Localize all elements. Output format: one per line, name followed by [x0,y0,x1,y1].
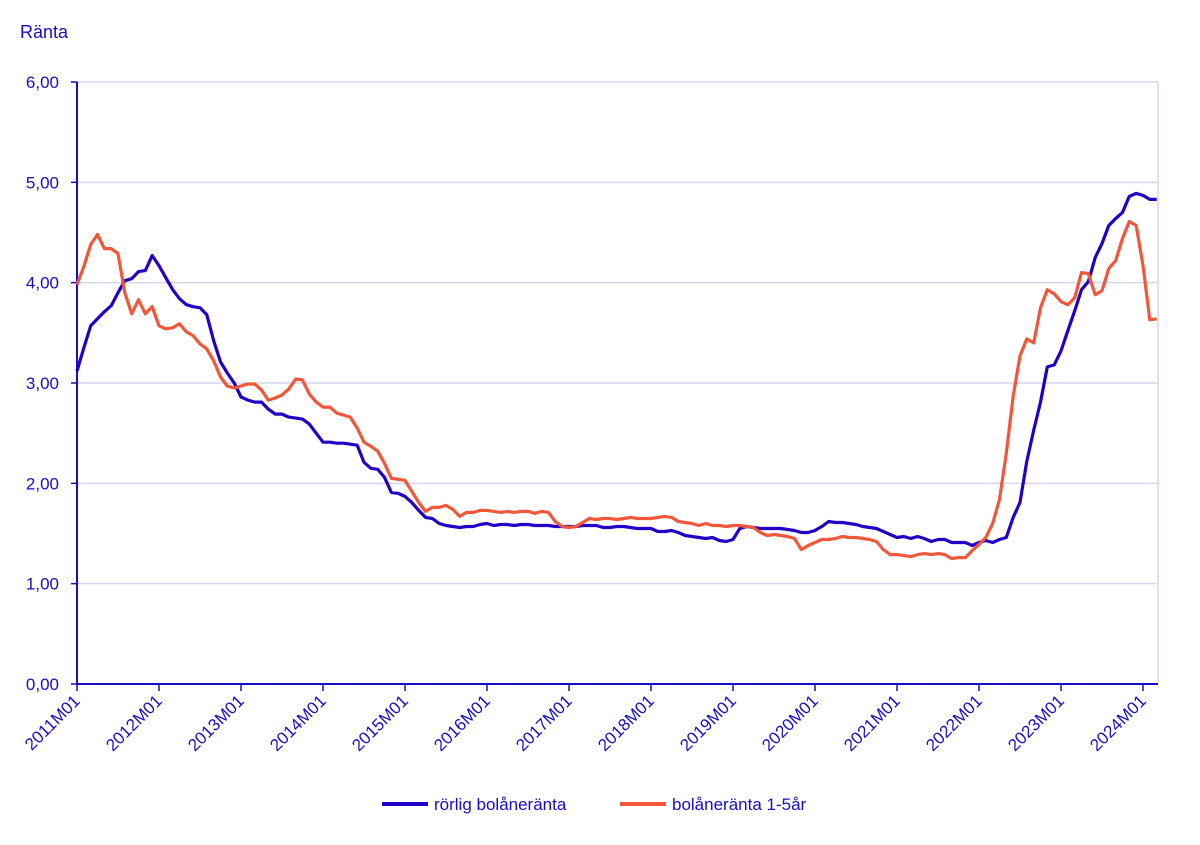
x-tick-label: 2013M01 [184,691,248,755]
y-tick-label: 2,00 [26,474,59,493]
series-lines [75,191,1157,561]
series-line-rorlig [75,191,1157,548]
x-tick-label: 2015M01 [348,691,412,755]
y-axis-title: Ränta [20,22,69,42]
x-tick-label: 2017M01 [512,691,576,755]
y-tick-label: 3,00 [26,374,59,393]
x-tick-label: 2016M01 [430,691,494,755]
y-tick-label: 6,00 [26,73,59,92]
x-tick-label: 2019M01 [676,691,740,755]
y-tick-label: 4,00 [26,274,59,293]
x-tick-label: 2024M01 [1086,691,1150,755]
x-tick-label: 2023M01 [1004,691,1068,755]
x-tick-label: 2020M01 [758,691,822,755]
x-axis: 2011M01 2012M01 2013M01 2014M01 2015M01 2016M… [21,683,1158,755]
legend: rörlig bolåneränta bolåneränta 1-5år [382,795,807,814]
y-tick-label: 0,00 [26,675,59,694]
gridlines [77,81,1159,684]
legend-label: rörlig bolåneränta [434,795,567,814]
y-axis: 0,00 1,00 2,00 3,00 4,00 5,00 6,00 [26,73,78,694]
series-line-fast-1-5ar [75,219,1157,561]
x-tick-label: 2014M01 [266,691,330,755]
x-tick-label: 2018M01 [594,691,658,755]
x-tick-label: 2012M01 [102,691,166,755]
x-tick-label: 2022M01 [922,691,986,755]
y-tick-label: 5,00 [26,173,59,192]
legend-label: bolåneränta 1-5år [672,795,807,814]
x-tick-label: 2021M01 [840,691,904,755]
x-tick-label: 2011M01 [21,691,84,754]
y-tick-label: 1,00 [26,575,59,594]
